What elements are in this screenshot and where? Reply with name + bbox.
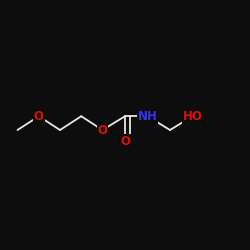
Text: NH: NH <box>138 110 158 123</box>
Text: HO: HO <box>182 110 203 123</box>
Text: O: O <box>98 124 108 136</box>
Text: O: O <box>34 110 44 123</box>
Text: O: O <box>120 135 130 148</box>
